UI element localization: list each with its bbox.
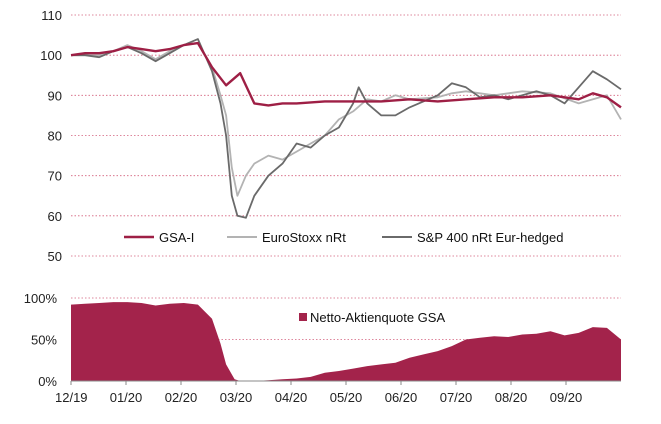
legend-top: GSA-I EuroStoxx nRt S&P 400 nRt Eur-hedged — [124, 230, 563, 245]
bottom-x-tick-labels: 12/19 01/20 02/20 03/20 04/20 05/20 06/20 07/20… — [55, 390, 582, 405]
x-tick-label: 03/20 — [220, 390, 253, 405]
top-y-tick-label: 110 — [41, 8, 62, 23]
top-y-tick-label: 100 — [40, 48, 62, 63]
top-y-tick-label: 60 — [48, 209, 62, 224]
series-line-gsa-i — [70, 41, 622, 109]
x-tick-label: 08/20 — [495, 390, 528, 405]
x-tick-label: 09/20 — [550, 390, 583, 405]
area-netto-aktienquote-gsa — [71, 302, 621, 381]
x-tick-label: 02/20 — [165, 390, 198, 405]
x-tick-label: 04/20 — [275, 390, 308, 405]
bottom-y-tick-label: 50% — [31, 333, 57, 348]
legend-label: S&P 400 nRt Eur-hedged — [417, 230, 563, 245]
bottom-y-tick-label: 100% — [24, 291, 58, 306]
series-line-eurostoxx-nrt — [71, 42, 622, 197]
top-y-tick-label: 70 — [48, 169, 62, 184]
x-tick-label: 06/20 — [385, 390, 418, 405]
x-tick-label: 05/20 — [330, 390, 363, 405]
top-y-tick-label: 80 — [48, 129, 62, 144]
legend-label: Netto-Aktienquote GSA — [310, 310, 445, 325]
legend-swatch — [299, 313, 307, 321]
top-y-tick-label: 90 — [48, 88, 62, 103]
legend-label: EuroStoxx nRt — [262, 230, 346, 245]
bottom-y-tick-labels: 0% 50% 100% — [24, 291, 58, 389]
legend-label: GSA-I — [159, 230, 194, 245]
top-y-tick-labels: 50 60 70 80 90 100 110 — [40, 8, 62, 264]
legend-bottom: Netto-Aktienquote GSA — [299, 310, 445, 325]
x-tick-label: 12/19 — [55, 390, 88, 405]
bottom-y-tick-label: 0% — [38, 374, 57, 389]
x-tick-label: 01/20 — [110, 390, 143, 405]
x-tick-label: 07/20 — [440, 390, 473, 405]
top-y-tick-label: 50 — [48, 249, 62, 264]
bottom-x-axis — [70, 380, 621, 385]
bottom-area-series — [71, 302, 621, 381]
top-series-lines — [70, 38, 622, 219]
series-line-s-p-400-nrt-eur-hedged — [71, 38, 622, 219]
